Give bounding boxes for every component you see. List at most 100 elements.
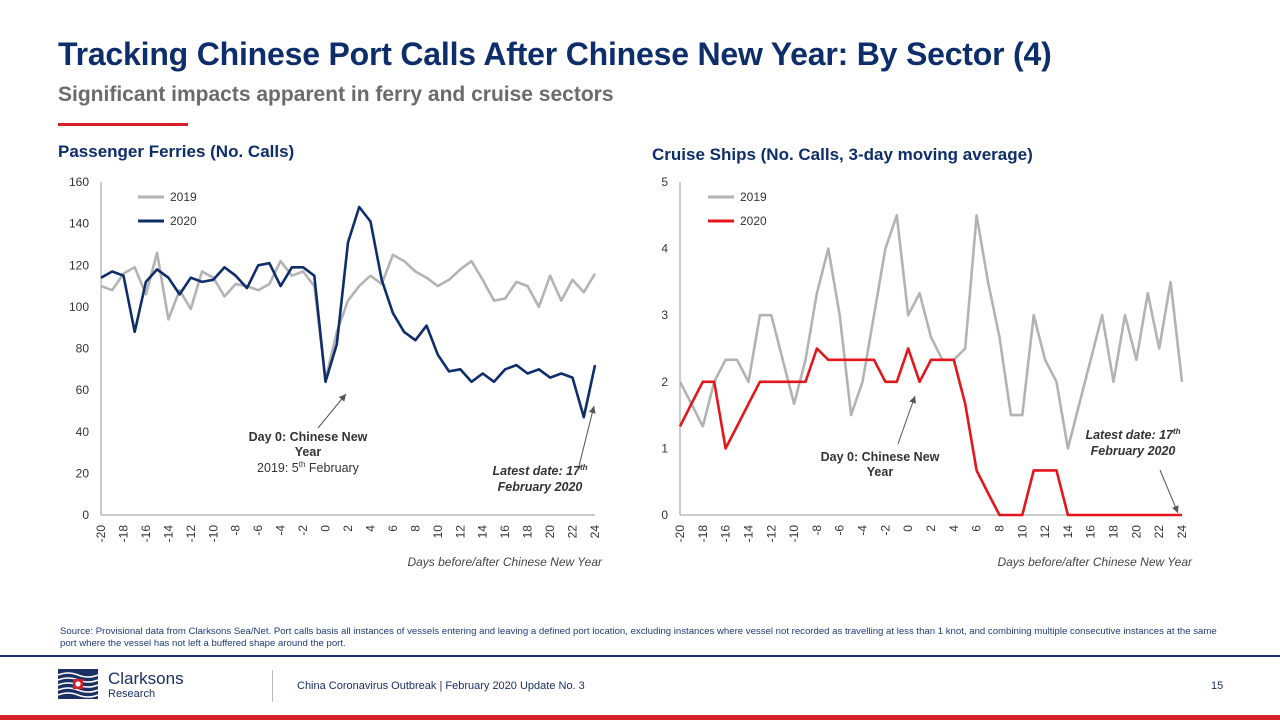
latest-date-annotation-line1: Latest date: 17th: [1085, 427, 1180, 442]
day0-arrow-line: [317, 393, 347, 429]
x-tick-label: 18: [521, 525, 535, 539]
footer-red-bar: [0, 715, 1280, 720]
x-tick-label: 8: [992, 525, 1006, 532]
x-tick-label: -20: [673, 525, 687, 543]
ferries-chart-title: Passenger Ferries (No. Calls): [58, 142, 295, 161]
y-tick-label: 40: [76, 425, 90, 439]
page-subtitle: Significant impacts apparent in ferry an…: [58, 83, 614, 106]
y-tick-label: 0: [661, 508, 668, 522]
series-line-2019: [100, 251, 597, 382]
x-tick-label: -10: [787, 525, 801, 543]
x-tick-label: -10: [206, 525, 220, 543]
series-line-2019: [678, 214, 1184, 450]
x-tick-label: -12: [184, 525, 198, 543]
x-tick-label: -6: [251, 525, 265, 536]
x-tick-label: 24: [1175, 525, 1189, 539]
x-tick-label: -4: [856, 525, 870, 536]
x-tick-label: 0: [319, 525, 333, 532]
cruise-chart-title: Cruise Ships (No. Calls, 3-day moving av…: [652, 145, 1033, 164]
y-tick-label: 1: [661, 441, 668, 455]
y-tick-label: 120: [69, 258, 89, 272]
legend-label-2019: 2019: [740, 190, 767, 204]
x-tick-label: 14: [1061, 525, 1075, 539]
series-line-2020: [100, 205, 597, 419]
x-tick-label: 4: [947, 525, 961, 532]
x-tick-label: -12: [764, 525, 778, 543]
latest-date-arrow-head: [588, 406, 596, 414]
x-tick-label: 24: [588, 525, 602, 539]
x-tick-label: -16: [719, 525, 733, 543]
day0-2019-date-note: 2019: 5th February: [257, 460, 360, 475]
x-tick-label: 18: [1107, 525, 1121, 539]
x-tick-label: -2: [296, 525, 310, 536]
x-tick-label: 2: [341, 525, 355, 532]
footer-divider-line: [0, 655, 1280, 657]
brand-name: Clarksons: [108, 669, 184, 688]
page-number: 15: [1211, 680, 1224, 692]
x-tick-label: 22: [566, 525, 580, 539]
x-tick-label: -8: [229, 525, 243, 536]
title-underline: [58, 123, 188, 126]
y-tick-label: 100: [69, 300, 89, 314]
y-tick-label: 5: [661, 175, 668, 189]
source-note: Source: Provisional data from Clarksons …: [60, 626, 1217, 649]
latest-date-annotation-line2: February 2020: [498, 480, 583, 494]
x-tick-label: 8: [408, 525, 422, 532]
x-axis-title: Days before/after Chinese New Year: [407, 555, 603, 569]
x-tick-label: 4: [363, 525, 377, 532]
day0-arrow-head: [909, 396, 916, 404]
latest-date-arrow-line: [1159, 469, 1179, 514]
x-tick-label: -20: [94, 525, 108, 543]
day0-annotation-line1: Day 0: Chinese New: [249, 430, 368, 444]
y-tick-label: 3: [661, 308, 668, 322]
y-tick-label: 4: [661, 242, 668, 256]
x-tick-label: 22: [1152, 525, 1166, 539]
y-tick-label: 60: [76, 383, 90, 397]
x-tick-label: -8: [810, 525, 824, 536]
x-tick-label: -14: [161, 525, 175, 543]
x-tick-label: 20: [543, 525, 557, 539]
series-line-2020: [678, 347, 1182, 517]
page-title: Tracking Chinese Port Calls After Chines…: [58, 36, 1052, 72]
x-tick-label: 14: [476, 525, 490, 539]
x-axis-title: Days before/after Chinese New Year: [997, 555, 1193, 569]
y-tick-label: 140: [69, 217, 89, 231]
x-tick-label: 16: [498, 525, 512, 539]
x-tick-label: -6: [833, 525, 847, 536]
clarksons-flag-logo-icon: [58, 669, 98, 699]
brand-subname: Research: [108, 688, 156, 700]
day0-annotation-line1: Day 0: Chinese New: [821, 450, 940, 464]
legend-label-2019: 2019: [170, 190, 197, 204]
day0-annotation-line2: Year: [867, 465, 894, 479]
legend-label-2020: 2020: [740, 214, 767, 228]
x-tick-label: -4: [274, 525, 288, 536]
y-tick-label: 80: [76, 342, 90, 356]
x-tick-label: 10: [431, 525, 445, 539]
latest-date-arrow-head: [1172, 505, 1179, 513]
footer-vertical-divider: [272, 670, 273, 702]
x-tick-label: 10: [1015, 525, 1029, 539]
day0-arrow-head: [338, 394, 346, 402]
x-tick-label: -18: [696, 525, 710, 543]
x-tick-label: -2: [878, 525, 892, 536]
x-tick-label: 20: [1129, 525, 1143, 539]
x-tick-label: -16: [139, 525, 153, 543]
y-tick-label: 20: [76, 466, 90, 480]
x-tick-label: 2: [924, 525, 938, 532]
x-tick-label: 16: [1084, 525, 1098, 539]
y-tick-label: 2: [661, 375, 668, 389]
x-tick-label: 6: [386, 525, 400, 532]
report-label: China Coronavirus Outbreak | February 20…: [297, 680, 585, 692]
latest-date-arrow-line: [577, 405, 595, 471]
y-tick-label: 0: [82, 508, 89, 522]
y-tick-label: 160: [69, 175, 89, 189]
day0-annotation-line2: Year: [295, 445, 322, 459]
x-tick-label: 12: [1038, 525, 1052, 539]
latest-date-annotation-line1: Latest date: 17th: [492, 463, 587, 478]
day0-arrow-line: [897, 395, 916, 445]
x-tick-label: 12: [453, 525, 467, 539]
x-tick-label: -18: [116, 525, 130, 543]
x-tick-label: 6: [970, 525, 984, 532]
